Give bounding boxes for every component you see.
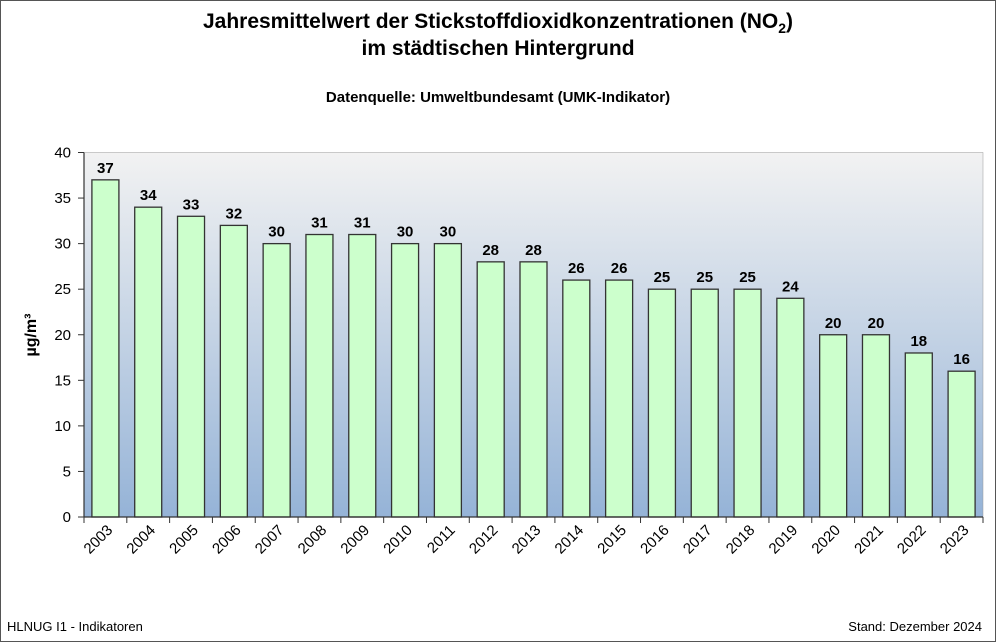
x-tick-label-2015: 2015: [594, 522, 630, 558]
chart-subtitle: Datenquelle: Umweltbundesamt (UMK-Indika…: [325, 89, 671, 106]
x-tick-label-2006: 2006: [209, 522, 245, 558]
x-tick-label-2021: 2021: [851, 522, 887, 558]
x-tick-label-2005: 2005: [166, 522, 202, 558]
x-tick-label-2022: 2022: [894, 522, 930, 558]
data-label-2017: 25: [696, 269, 713, 286]
data-label-2018: 25: [739, 269, 756, 286]
data-label-2010: 30: [397, 224, 414, 241]
data-label-2011: 30: [440, 224, 457, 241]
x-tick-label-2007: 2007: [252, 522, 288, 558]
data-label-2021: 20: [868, 315, 885, 332]
x-tick-label-2020: 2020: [808, 522, 844, 558]
x-tick-label-2016: 2016: [637, 522, 673, 558]
x-tick-label-2009: 2009: [337, 522, 373, 558]
data-label-2022: 18: [910, 333, 927, 350]
y-tick-label-30: 30: [54, 236, 71, 253]
y-tick-label-25: 25: [54, 281, 71, 298]
bar-2003: [91, 179, 120, 518]
data-label-2007: 30: [268, 224, 285, 241]
data-label-2014: 26: [568, 260, 585, 277]
bar-2010: [390, 242, 420, 518]
x-tick-label-2012: 2012: [466, 522, 502, 558]
bar-2020: [819, 334, 848, 518]
bar-2019: [776, 297, 805, 518]
data-label-2015: 26: [611, 260, 628, 277]
data-label-2020: 20: [825, 315, 842, 332]
y-tick-label-15: 15: [54, 372, 71, 389]
bar-2004: [134, 206, 163, 518]
data-label-2016: 25: [654, 269, 671, 286]
x-tick-label-2004: 2004: [123, 522, 159, 558]
bar-2005: [176, 215, 206, 518]
bar-2021: [861, 334, 891, 518]
x-tick-label-2013: 2013: [509, 522, 545, 558]
data-label-2023: 16: [953, 351, 970, 368]
footer-date: Stand: Dezember 2024: [848, 619, 982, 634]
bar-2012: [476, 261, 505, 518]
y-tick-label-40: 40: [54, 145, 71, 162]
y-tick-label-10: 10: [54, 418, 71, 435]
data-label-2013: 28: [525, 242, 542, 259]
y-tick-label-20: 20: [54, 327, 71, 344]
bar-2008: [305, 233, 334, 518]
bar-2016: [647, 288, 677, 518]
y-axis-label: µg/m³: [23, 314, 40, 357]
footer-source: HLNUG I1 - Indikatoren: [7, 619, 143, 634]
x-tick-label-2008: 2008: [295, 522, 331, 558]
data-label-2009: 31: [354, 215, 371, 232]
x-tick-label-2003: 2003: [81, 522, 117, 558]
bar-2023: [947, 370, 976, 518]
x-tick-label-2014: 2014: [552, 522, 588, 558]
x-tick-label-2018: 2018: [723, 522, 759, 558]
x-tick-label-2023: 2023: [937, 522, 973, 558]
x-tick-label-2010: 2010: [380, 522, 416, 558]
bar-2022: [904, 352, 933, 518]
y-tick-label-0: 0: [63, 509, 71, 526]
chart-title-line2: im städtischen Hintergrund: [361, 37, 635, 60]
bar-2011: [433, 242, 463, 518]
bar-2009: [348, 233, 377, 518]
bar-2013: [519, 261, 548, 518]
bar-2017: [690, 288, 719, 518]
data-label-2004: 34: [140, 187, 157, 204]
x-tick-label-2011: 2011: [424, 522, 459, 557]
y-tick-label-5: 5: [63, 463, 71, 480]
data-label-2003: 37: [97, 160, 114, 177]
y-tick-label-35: 35: [54, 190, 71, 207]
data-label-2005: 33: [183, 196, 200, 213]
data-label-2006: 32: [225, 205, 242, 222]
bar-2015: [604, 279, 634, 518]
chart-title-line1: Jahresmittelwert der Stickstoffdioxidkon…: [202, 10, 794, 37]
bar-2014: [562, 279, 591, 518]
bar-2018: [733, 288, 762, 518]
x-tick-label-2017: 2017: [680, 522, 716, 558]
data-label-2019: 24: [782, 278, 799, 295]
data-label-2008: 31: [311, 215, 328, 232]
x-tick-label-2019: 2019: [766, 522, 802, 558]
bar-2007: [262, 242, 291, 518]
bar-2006: [219, 224, 248, 518]
data-label-2012: 28: [482, 242, 499, 259]
